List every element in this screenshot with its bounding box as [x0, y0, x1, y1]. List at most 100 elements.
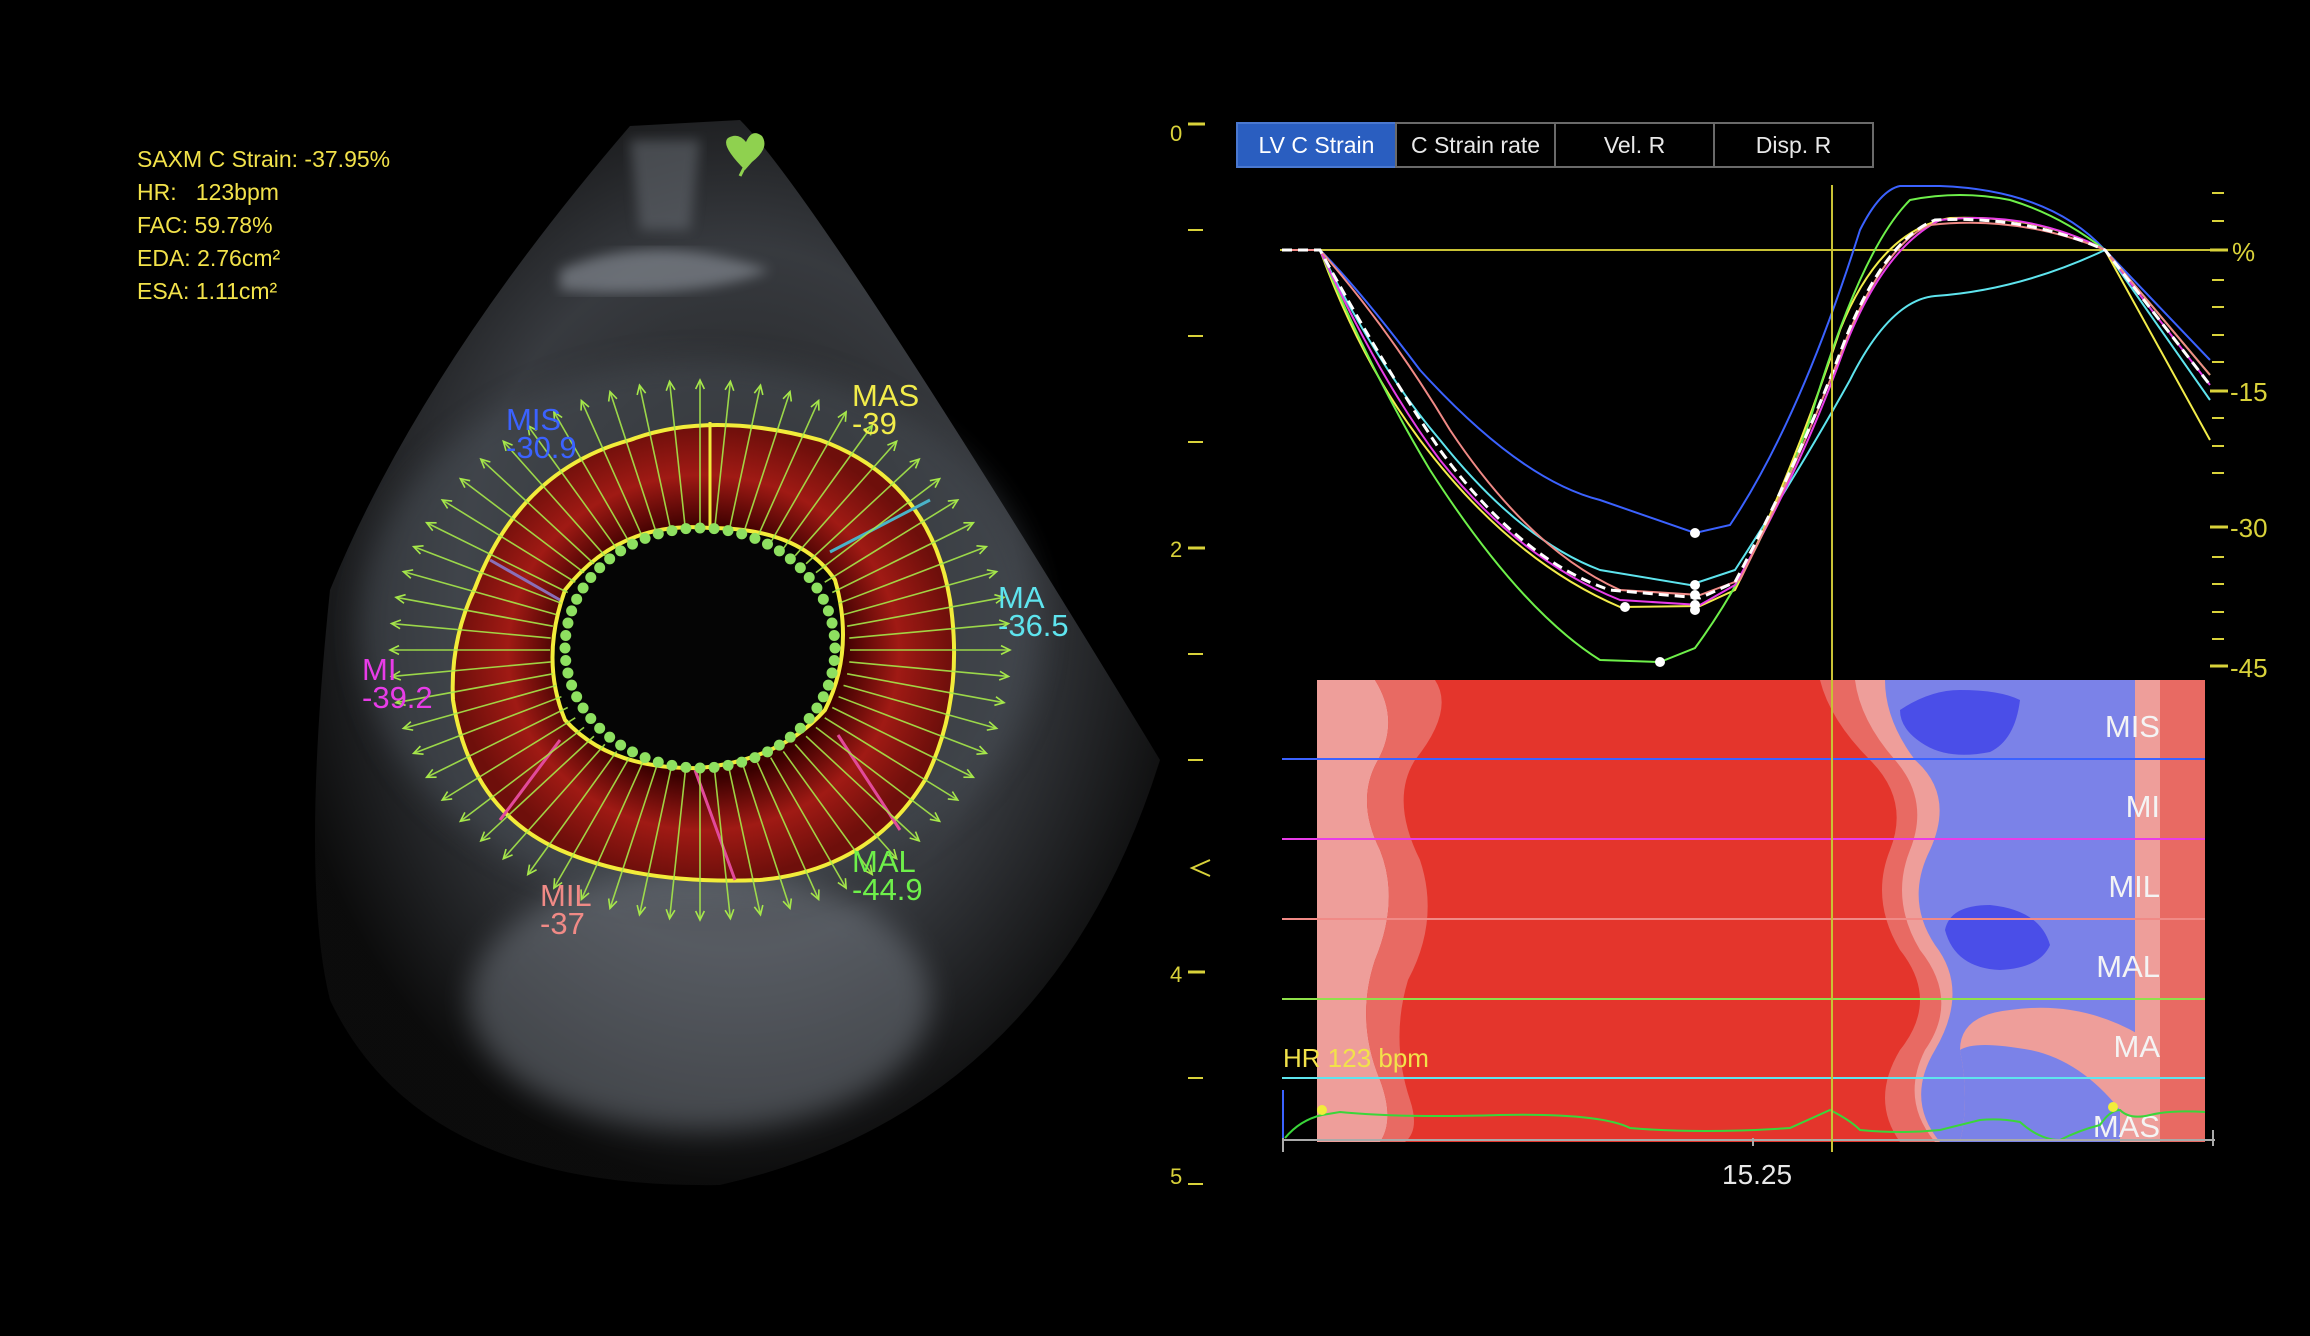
motion-vector — [756, 762, 820, 900]
tracking-point[interactable] — [639, 532, 651, 544]
tracking-point[interactable] — [822, 679, 834, 691]
segment-mil-name: MIL — [540, 878, 592, 913]
motion-vector — [502, 743, 606, 860]
tracking-point[interactable] — [604, 731, 616, 743]
tracking-point[interactable] — [708, 761, 720, 773]
tab-c-strain-rate[interactable]: C Strain rate — [1395, 122, 1556, 168]
motion-vector — [742, 766, 791, 909]
tracking-point[interactable] — [749, 532, 761, 544]
tracking-point[interactable] — [680, 523, 692, 535]
motion-vector — [742, 391, 791, 534]
vector-arrowhead — [810, 398, 820, 411]
tracking-point[interactable] — [784, 731, 796, 743]
tracking-point[interactable] — [736, 528, 748, 540]
tracking-point[interactable] — [811, 582, 823, 594]
tracking-point[interactable] — [627, 538, 638, 550]
tracking-point[interactable] — [577, 702, 589, 714]
vector-arrowhead — [607, 898, 618, 911]
tracking-point[interactable] — [828, 655, 840, 667]
tracking-point[interactable] — [604, 553, 616, 565]
tracking-point[interactable] — [560, 629, 572, 641]
vector-arrowhead — [724, 379, 735, 391]
tracking-point[interactable] — [639, 752, 651, 764]
tab-lv-c-strain[interactable]: LV C Strain — [1236, 122, 1397, 168]
chart-mode-tabs: LV C Strain C Strain rate Vel. R Disp. R — [1236, 122, 1874, 168]
vector-arrowhead — [526, 424, 537, 436]
tracking-point[interactable] — [817, 593, 829, 605]
tracking-point[interactable] — [652, 756, 664, 768]
tracking-point[interactable] — [585, 571, 597, 583]
vector-arrowhead — [479, 457, 491, 469]
tracking-point[interactable] — [562, 617, 574, 629]
tracking-point[interactable] — [722, 525, 734, 537]
tracking-point[interactable] — [615, 545, 627, 557]
tracking-point[interactable] — [560, 655, 572, 667]
depth-label-4: 4 — [1170, 962, 1182, 987]
tracking-point[interactable] — [817, 691, 829, 703]
segment-mis-name: MIS — [506, 402, 561, 437]
tracking-point[interactable] — [784, 553, 796, 565]
tracking-point[interactable] — [652, 528, 664, 540]
tracking-point[interactable] — [803, 571, 815, 583]
tracking-point[interactable] — [828, 629, 840, 641]
tracking-point[interactable] — [566, 605, 578, 617]
peak-marker — [1690, 590, 1700, 600]
tracking-point[interactable] — [566, 679, 578, 691]
tracking-point[interactable] — [694, 522, 706, 534]
segment-ma-value: -36.5 — [998, 608, 1069, 643]
segment-mi-value: -39.2 — [362, 680, 433, 715]
tracking-point[interactable] — [749, 752, 761, 764]
tracking-point[interactable] — [562, 667, 574, 679]
tracking-point[interactable] — [722, 759, 734, 771]
tracking-point[interactable] — [826, 617, 838, 629]
motion-vector — [441, 717, 576, 801]
tab-vel-r[interactable]: Vel. R — [1554, 122, 1715, 168]
tracking-point[interactable] — [585, 713, 597, 725]
vector-arrowhead — [998, 619, 1011, 630]
tracking-point[interactable] — [615, 739, 627, 751]
motion-vector — [782, 425, 873, 550]
tab-disp-r[interactable]: Disp. R — [1713, 122, 1874, 168]
tracking-point[interactable] — [694, 762, 706, 774]
tracking-point[interactable] — [627, 746, 638, 758]
strain-curve — [1282, 217, 2211, 607]
vector-arrowhead — [411, 745, 424, 755]
tracking-point[interactable] — [594, 722, 606, 734]
tracking-point[interactable] — [811, 702, 823, 714]
tracking-point[interactable] — [794, 722, 806, 734]
tracking-point[interactable] — [803, 713, 815, 725]
vector-arrowhead — [753, 383, 764, 396]
vector-arrowhead — [724, 909, 735, 921]
motion-vector — [770, 411, 847, 543]
tracking-point[interactable] — [577, 582, 589, 594]
tracking-point[interactable] — [826, 667, 838, 679]
vector-arrowhead — [580, 398, 590, 411]
vector-arrowhead — [837, 878, 848, 890]
tracking-point[interactable] — [762, 746, 773, 758]
endocardial-tracking-points[interactable] — [559, 522, 841, 774]
tracking-point[interactable] — [773, 545, 785, 557]
segment-mis-value: -30.9 — [506, 430, 577, 465]
motion-vector — [838, 545, 987, 605]
tracking-point[interactable] — [794, 562, 806, 574]
tracking-point[interactable] — [708, 523, 720, 535]
vector-arrowhead — [694, 378, 706, 390]
motion-vector — [838, 695, 987, 755]
vector-arrowhead — [424, 521, 437, 532]
tracking-point[interactable] — [773, 739, 785, 751]
motion-vector — [668, 381, 687, 529]
tracking-point[interactable] — [666, 759, 678, 771]
tracking-point[interactable] — [822, 605, 834, 617]
tracking-point[interactable] — [666, 525, 678, 537]
tracking-point[interactable] — [736, 756, 748, 768]
tracking-point[interactable] — [571, 593, 583, 605]
strain-curve — [1282, 248, 2211, 587]
tracking-point[interactable] — [829, 642, 841, 654]
tracking-point[interactable] — [680, 761, 692, 773]
vector-arrowhead — [458, 477, 471, 488]
tracking-point[interactable] — [559, 642, 571, 654]
tracking-point[interactable] — [594, 562, 606, 574]
vector-arrowhead — [502, 439, 513, 452]
tracking-point[interactable] — [571, 691, 583, 703]
tracking-point[interactable] — [762, 538, 773, 550]
